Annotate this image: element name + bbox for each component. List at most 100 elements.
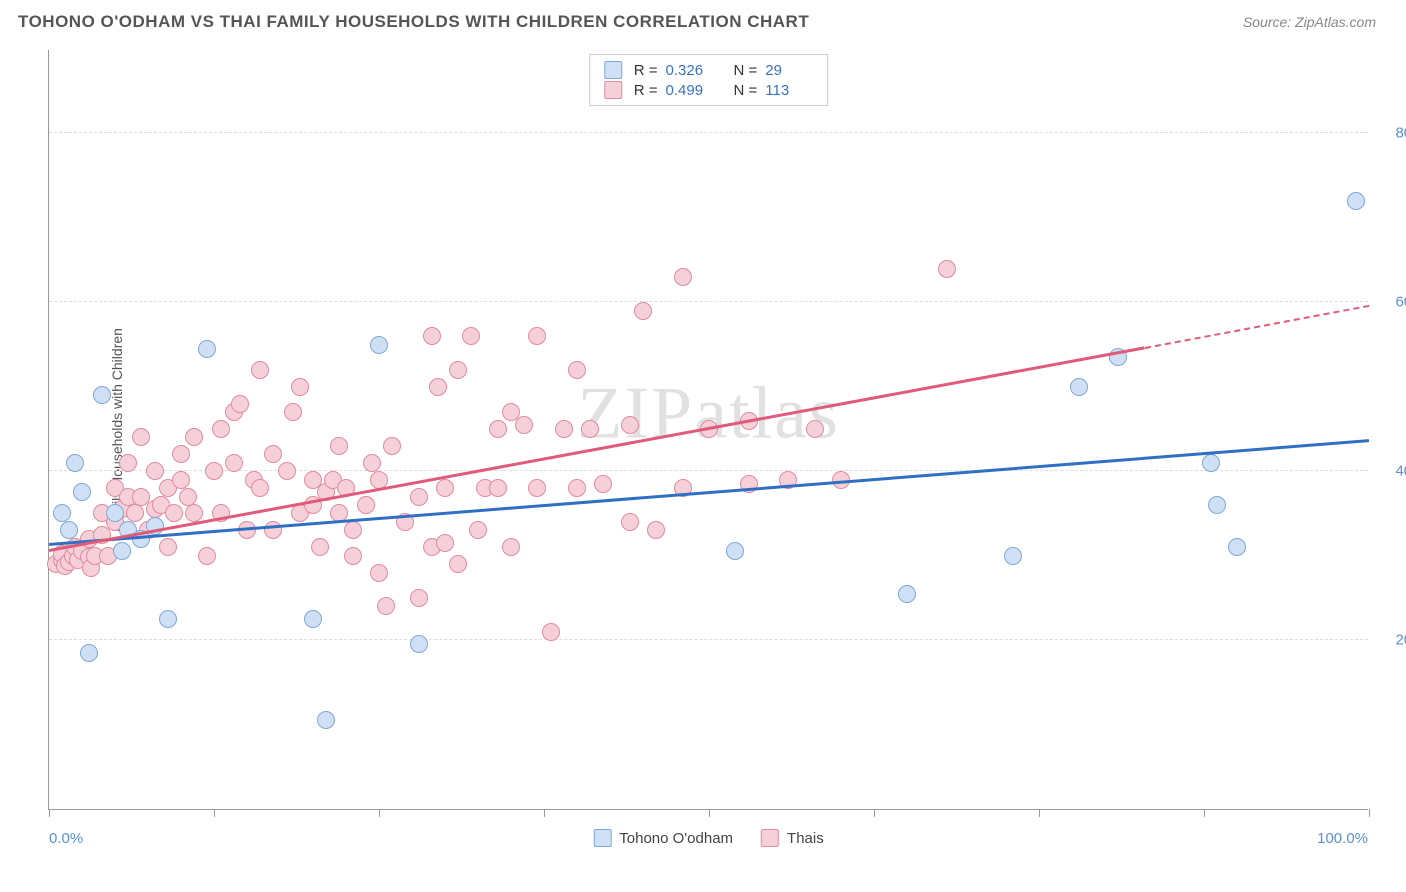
- data-point: [383, 437, 401, 455]
- legend-series-label: Tohono O'odham: [619, 830, 733, 847]
- data-point: [621, 416, 639, 434]
- data-point: [311, 538, 329, 556]
- data-point: [429, 378, 447, 396]
- legend-stat-row: R =0.326N =29: [604, 61, 814, 79]
- data-point: [528, 479, 546, 497]
- x-tick: [49, 809, 50, 817]
- trend-line-dashed: [1144, 305, 1369, 349]
- legend-r-label: R =: [634, 82, 658, 99]
- data-point: [489, 479, 507, 497]
- data-point: [449, 361, 467, 379]
- legend-swatch: [761, 829, 779, 847]
- x-axis-max-label: 100.0%: [1317, 830, 1368, 847]
- data-point: [344, 521, 362, 539]
- data-point: [357, 496, 375, 514]
- data-point: [198, 340, 216, 358]
- gridline: [49, 639, 1368, 640]
- data-point: [410, 589, 428, 607]
- data-point: [410, 635, 428, 653]
- x-tick: [709, 809, 710, 817]
- data-point: [73, 483, 91, 501]
- x-axis-min-label: 0.0%: [49, 830, 83, 847]
- data-point: [113, 542, 131, 560]
- data-point: [225, 454, 243, 472]
- legend-r-value: 0.499: [666, 82, 714, 99]
- data-point: [146, 462, 164, 480]
- data-point: [568, 361, 586, 379]
- data-point: [436, 534, 454, 552]
- x-tick: [1369, 809, 1370, 817]
- legend-series-label: Thais: [787, 830, 824, 847]
- data-point: [555, 420, 573, 438]
- data-point: [212, 420, 230, 438]
- x-tick: [544, 809, 545, 817]
- legend-stat-row: R = 0.499 N = 113: [604, 81, 814, 99]
- legend-swatch: [604, 81, 622, 99]
- data-point: [370, 336, 388, 354]
- data-point: [185, 428, 203, 446]
- data-point: [410, 488, 428, 506]
- legend-series-item: Thais: [761, 829, 824, 847]
- data-point: [462, 327, 480, 345]
- chart-header: TOHONO O'ODHAM VS THAI FAMILY HOUSEHOLDS…: [0, 0, 1406, 40]
- x-tick: [379, 809, 380, 817]
- legend-r-label: R =: [634, 62, 658, 79]
- legend-n-label: N =: [734, 82, 758, 99]
- data-point: [172, 471, 190, 489]
- chart-source: Source: ZipAtlas.com: [1243, 14, 1376, 30]
- data-point: [231, 395, 249, 413]
- x-tick: [1204, 809, 1205, 817]
- trend-line: [49, 346, 1145, 551]
- data-point: [198, 547, 216, 565]
- legend-n-value: 29: [765, 62, 813, 79]
- data-point: [594, 475, 612, 493]
- trend-line: [49, 439, 1369, 545]
- data-point: [581, 420, 599, 438]
- data-point: [251, 479, 269, 497]
- x-tick: [214, 809, 215, 817]
- legend-series: Tohono O'odham Thais: [593, 829, 823, 847]
- data-point: [938, 260, 956, 278]
- data-point: [1202, 454, 1220, 472]
- data-point: [634, 302, 652, 320]
- data-point: [344, 547, 362, 565]
- legend-stats: R =0.326N =29R =0.499N =113: [589, 54, 829, 106]
- gridline: [49, 132, 1368, 133]
- y-tick-label: 80.0%: [1378, 125, 1406, 142]
- legend-series-item: Tohono O'odham: [593, 829, 733, 847]
- legend-swatch: [593, 829, 611, 847]
- data-point: [502, 538, 520, 556]
- scatter-chart: Family Households with Children ZIPatlas…: [48, 50, 1368, 810]
- data-point: [251, 361, 269, 379]
- data-point: [172, 445, 190, 463]
- data-point: [674, 268, 692, 286]
- data-point: [806, 420, 824, 438]
- y-tick-label: 40.0%: [1378, 463, 1406, 480]
- data-point: [528, 327, 546, 345]
- data-point: [621, 513, 639, 531]
- chart-title: TOHONO O'ODHAM VS THAI FAMILY HOUSEHOLDS…: [18, 12, 809, 32]
- data-point: [377, 597, 395, 615]
- data-point: [436, 479, 454, 497]
- data-point: [489, 420, 507, 438]
- data-point: [264, 445, 282, 463]
- data-point: [515, 416, 533, 434]
- data-point: [126, 504, 144, 522]
- y-tick-label: 20.0%: [1378, 632, 1406, 649]
- data-point: [205, 462, 223, 480]
- data-point: [1004, 547, 1022, 565]
- x-tick: [1039, 809, 1040, 817]
- data-point: [423, 327, 441, 345]
- data-point: [93, 386, 111, 404]
- data-point: [106, 504, 124, 522]
- data-point: [179, 488, 197, 506]
- data-point: [159, 538, 177, 556]
- data-point: [185, 504, 203, 522]
- data-point: [647, 521, 665, 539]
- legend-n-value: 113: [765, 82, 813, 99]
- gridline: [49, 301, 1368, 302]
- data-point: [542, 623, 560, 641]
- data-point: [726, 542, 744, 560]
- legend-swatch: [604, 61, 622, 79]
- data-point: [1347, 192, 1365, 210]
